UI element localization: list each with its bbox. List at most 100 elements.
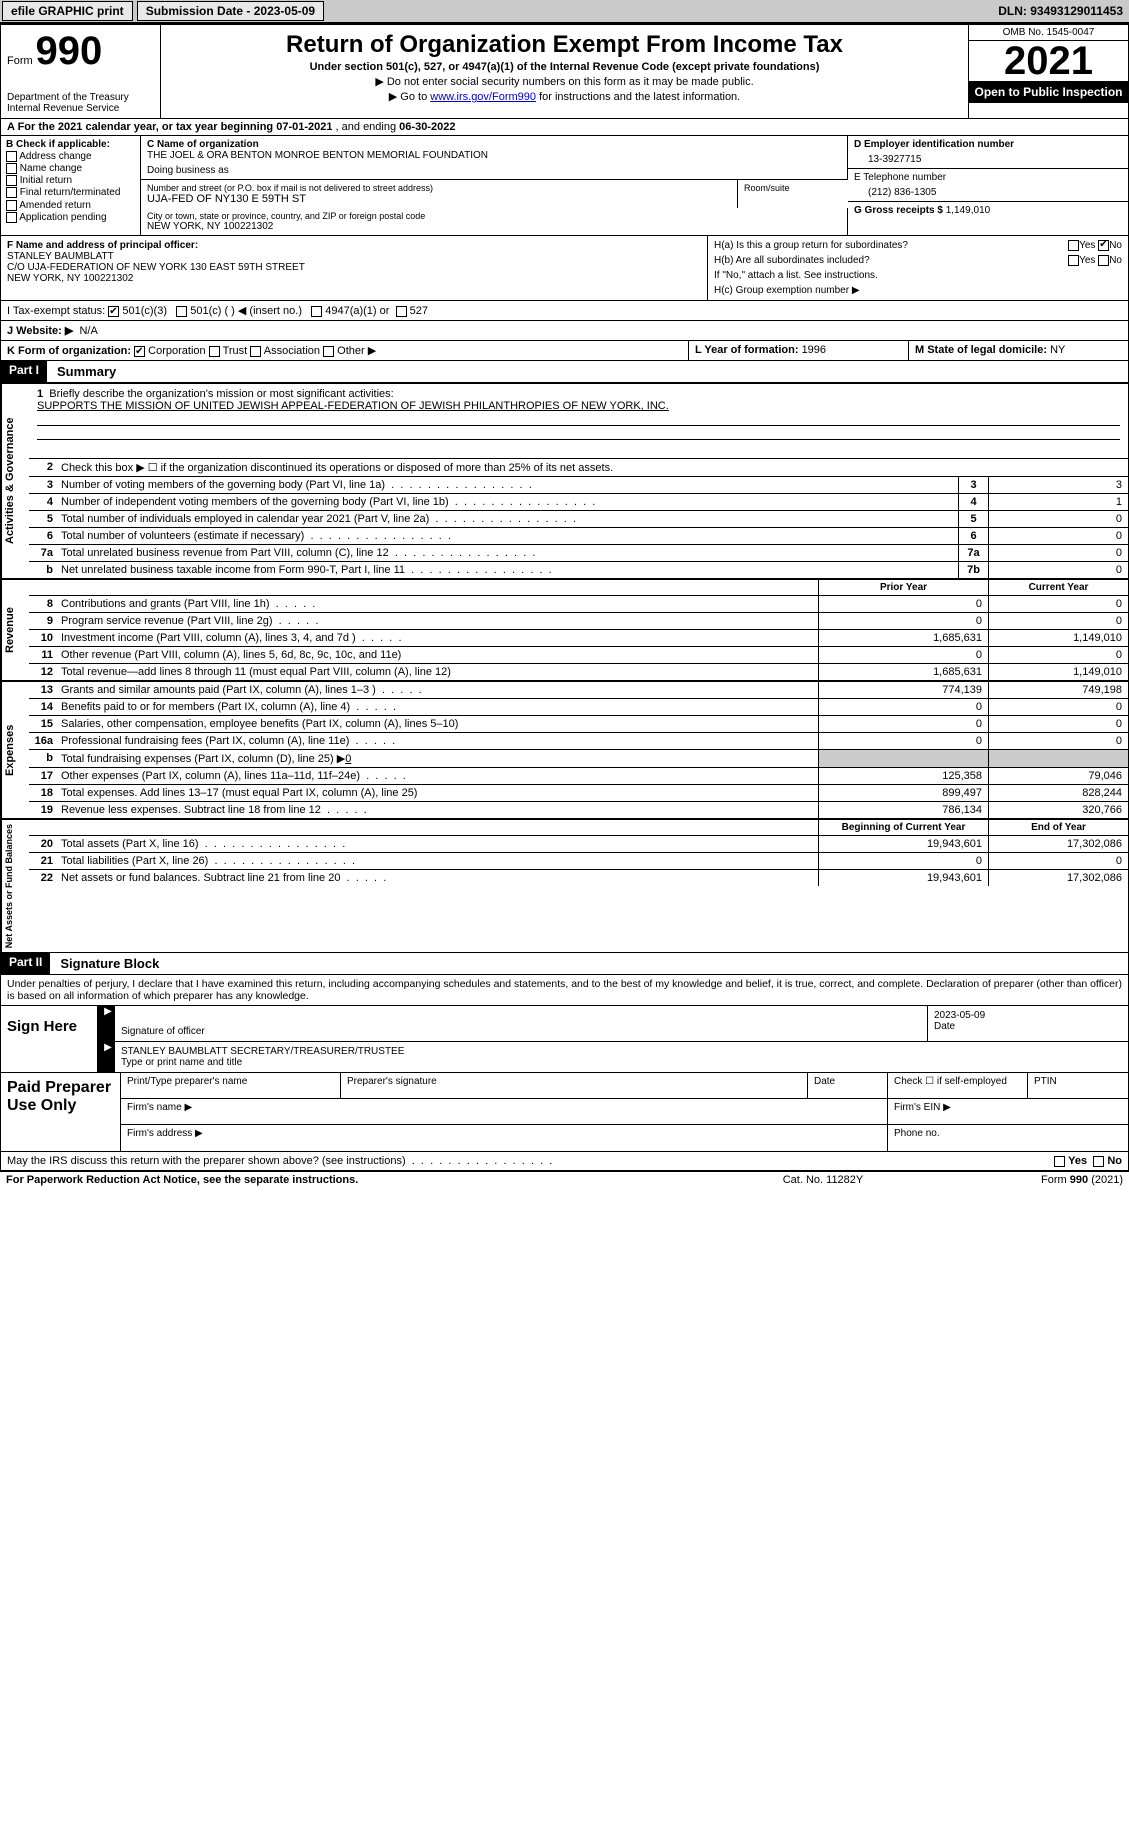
- dln-field: DLN: 93493129011453: [992, 4, 1129, 18]
- officer-addr1: C/O UJA-FEDERATION OF NEW YORK 130 EAST …: [7, 262, 305, 273]
- firm-name-label: Firm's name ▶: [121, 1099, 888, 1124]
- part-2-tag: Part II: [1, 953, 50, 974]
- ha-yes: Yes: [1079, 240, 1095, 251]
- l18-curr: 828,244: [988, 785, 1128, 801]
- row-a-label: A For the 2021 calendar year, or tax yea…: [7, 121, 276, 133]
- ck-address-change[interactable]: Address change: [6, 151, 135, 162]
- ck-amended-return[interactable]: Amended return: [6, 200, 135, 211]
- hdr-prior: Prior Year: [818, 580, 988, 595]
- l20-text: Total assets (Part X, line 16): [61, 838, 345, 850]
- ha-no-ck[interactable]: [1098, 240, 1109, 251]
- side-net-assets: Net Assets or Fund Balances: [1, 820, 29, 952]
- pp-ptin-label: PTIN: [1028, 1073, 1128, 1098]
- footer-center: Cat. No. 11282Y: [723, 1174, 923, 1186]
- row-f-h: F Name and address of principal officer:…: [0, 236, 1129, 301]
- l9-prior: 0: [818, 613, 988, 629]
- ha-yes-ck[interactable]: [1068, 240, 1079, 251]
- sign-here-block: Sign Here ▶ Signature of officer 2023-05…: [0, 1006, 1129, 1073]
- ck-application-pending[interactable]: Application pending: [6, 212, 135, 223]
- l15-prior: 0: [818, 716, 988, 732]
- discuss-yes-ck[interactable]: [1054, 1156, 1065, 1167]
- l6-val: 0: [988, 528, 1128, 544]
- sign-here-label: Sign Here: [1, 1006, 101, 1072]
- l-label: L Year of formation:: [695, 344, 802, 356]
- l7b-text: Net unrelated business taxable income fr…: [61, 564, 552, 576]
- l13-curr: 749,198: [988, 682, 1128, 698]
- ck-initial-return[interactable]: Initial return: [6, 175, 135, 186]
- side-revenue: Revenue: [1, 580, 29, 680]
- l8-text: Contributions and grants (Part VIII, lin…: [61, 598, 315, 610]
- tax-year: 2021: [969, 41, 1128, 81]
- ck-501c[interactable]: [176, 306, 187, 317]
- m-label: M State of legal domicile:: [915, 344, 1050, 356]
- col-b-checkboxes: B Check if applicable: Address change Na…: [1, 136, 141, 235]
- l15-text: Salaries, other compensation, employee b…: [61, 718, 458, 730]
- dba-label: Doing business as: [147, 165, 229, 176]
- ck-assoc[interactable]: [250, 346, 261, 357]
- part-1-title: Summary: [47, 361, 126, 382]
- phone-label: Phone no.: [888, 1125, 1128, 1151]
- l12-text: Total revenue—add lines 8 through 11 (mu…: [61, 666, 451, 678]
- ck-4947[interactable]: [311, 306, 322, 317]
- submission-date-label: Submission Date -: [146, 4, 254, 18]
- i-label: I Tax-exempt status:: [7, 305, 105, 317]
- l8-prior: 0: [818, 596, 988, 612]
- l22-curr: 17,302,086: [988, 870, 1128, 886]
- discuss-yes: Yes: [1068, 1155, 1087, 1167]
- l20-prior: 19,943,601: [818, 836, 988, 852]
- ck-name-change[interactable]: Name change: [6, 163, 135, 174]
- opt-4947: 4947(a)(1) or: [325, 305, 389, 317]
- side-activities: Activities & Governance: [1, 384, 29, 578]
- line-1-mission: 1 Briefly describe the organization's mi…: [29, 384, 1128, 458]
- form-subtitle: Under section 501(c), 527, or 4947(a)(1)…: [169, 61, 960, 73]
- ha-label: H(a) Is this a group return for subordin…: [714, 240, 908, 251]
- hdr-curr: Current Year: [988, 580, 1128, 595]
- group-return-block: H(a) Is this a group return for subordin…: [708, 236, 1128, 300]
- l7a-val: 0: [988, 545, 1128, 561]
- ha-no: No: [1109, 240, 1122, 251]
- l16b-val: 0: [345, 753, 351, 765]
- row-a-tax-year: A For the 2021 calendar year, or tax yea…: [0, 119, 1129, 136]
- ck-other[interactable]: [323, 346, 334, 357]
- hb-yes-ck[interactable]: [1068, 255, 1079, 266]
- principal-officer: F Name and address of principal officer:…: [1, 236, 708, 300]
- hb-no-ck[interactable]: [1098, 255, 1109, 266]
- org-name-value: THE JOEL & ORA BENTON MONROE BENTON MEMO…: [147, 150, 841, 161]
- l13-text: Grants and similar amounts paid (Part IX…: [61, 684, 422, 696]
- l22-text: Net assets or fund balances. Subtract li…: [61, 872, 386, 884]
- ck-final-return[interactable]: Final return/terminated: [6, 187, 135, 198]
- ck-trust[interactable]: [209, 346, 220, 357]
- form-title-block: Return of Organization Exempt From Incom…: [161, 25, 968, 118]
- pp-sig-label: Preparer's signature: [341, 1073, 808, 1098]
- ck-527[interactable]: [396, 306, 407, 317]
- gross-label: G Gross receipts $: [854, 205, 946, 216]
- ck-corp[interactable]: [134, 346, 145, 357]
- l19-text: Revenue less expenses. Subtract line 18 …: [61, 804, 367, 816]
- ck-501c3[interactable]: [108, 306, 119, 317]
- row-a-mid: , and ending: [336, 121, 400, 133]
- l20-curr: 17,302,086: [988, 836, 1128, 852]
- dln-label: DLN:: [998, 4, 1030, 18]
- l14-curr: 0: [988, 699, 1128, 715]
- j-label: J Website: ▶: [7, 325, 73, 337]
- l16b-prior-gray: [818, 750, 988, 767]
- street-value: UJA-FED OF NY130 E 59TH ST: [147, 193, 731, 205]
- city-value: NEW YORK, NY 100221302: [147, 221, 841, 232]
- org-name-label: C Name of organization: [147, 139, 259, 150]
- discuss-text: May the IRS discuss this return with the…: [7, 1155, 552, 1167]
- instructions-link[interactable]: www.irs.gov/Form990: [430, 91, 536, 103]
- row-a-begin: 07-01-2021: [276, 121, 332, 133]
- form-title: Return of Organization Exempt From Incom…: [169, 31, 960, 59]
- k-label: K Form of organization:: [7, 345, 131, 357]
- mission-text: SUPPORTS THE MISSION OF UNITED JEWISH AP…: [37, 400, 669, 412]
- row-k-form-org: K Form of organization: Corporation Trus…: [0, 341, 1129, 361]
- submission-date-button[interactable]: Submission Date - 2023-05-09: [137, 1, 324, 21]
- submission-date-value: 2023-05-09: [254, 4, 315, 18]
- side-expenses: Expenses: [1, 682, 29, 818]
- efile-print-button[interactable]: efile GRAPHIC print: [2, 1, 133, 21]
- opt-trust: Trust: [223, 345, 248, 357]
- f-label: F Name and address of principal officer:: [7, 240, 198, 251]
- discuss-no-ck[interactable]: [1093, 1156, 1104, 1167]
- col-c-org-info: C Name of organization THE JOEL & ORA BE…: [141, 136, 848, 235]
- year-block: OMB No. 1545-0047 2021 Open to Public In…: [968, 25, 1128, 118]
